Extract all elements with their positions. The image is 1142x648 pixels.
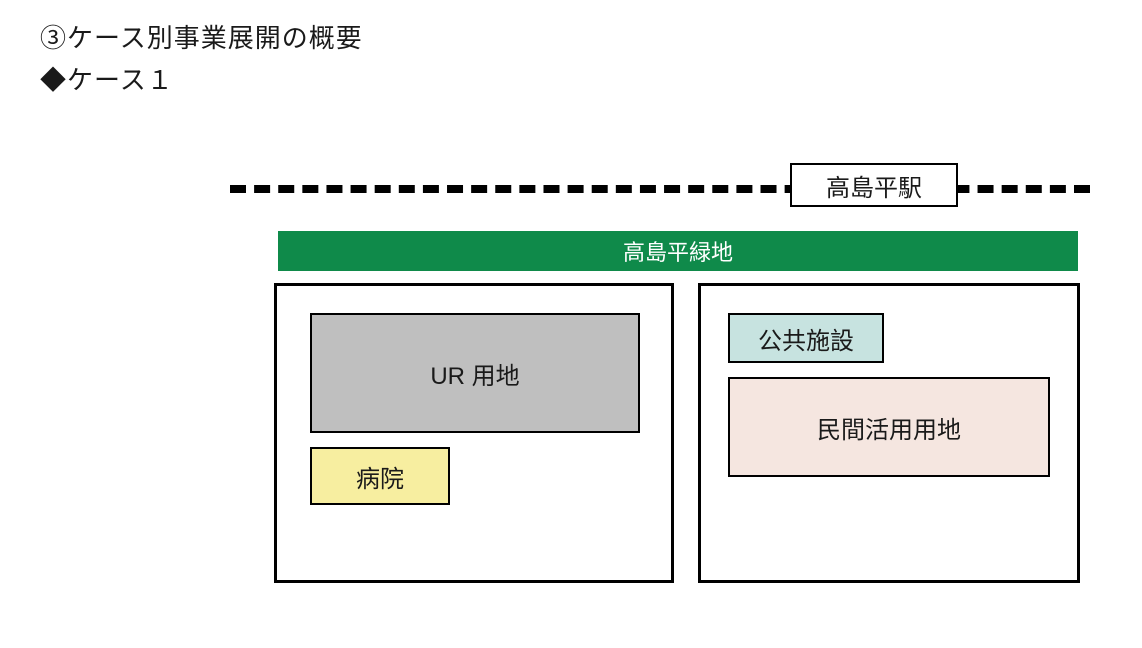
hospital-label: 病院 (356, 459, 404, 494)
station-box: 高島平駅 (790, 163, 958, 207)
hospital-box: 病院 (310, 447, 450, 505)
public-facility-box: 公共施設 (728, 313, 884, 363)
ur-land-label: UR 用地 (430, 356, 519, 391)
railway-line (230, 185, 1090, 193)
green-strip-label: 高島平緑地 (623, 235, 733, 267)
section-title: ③ケース別事業展開の概要 (40, 18, 363, 55)
private-land-label: 民間活用用地 (817, 410, 961, 445)
green-strip: 高島平緑地 (278, 231, 1078, 271)
ur-land-box: UR 用地 (310, 313, 640, 433)
public-facility-label: 公共施設 (758, 321, 854, 356)
station-label: 高島平駅 (826, 168, 922, 203)
private-land-box: 民間活用用地 (728, 377, 1050, 477)
case-subtitle: ◆ケース１ (40, 60, 174, 97)
page: ③ケース別事業展開の概要 ◆ケース１ 高島平駅 高島平緑地 UR 用地 病院 公… (0, 0, 1142, 648)
diagram: 高島平駅 高島平緑地 UR 用地 病院 公共施設 民間活用用地 (230, 155, 1100, 625)
